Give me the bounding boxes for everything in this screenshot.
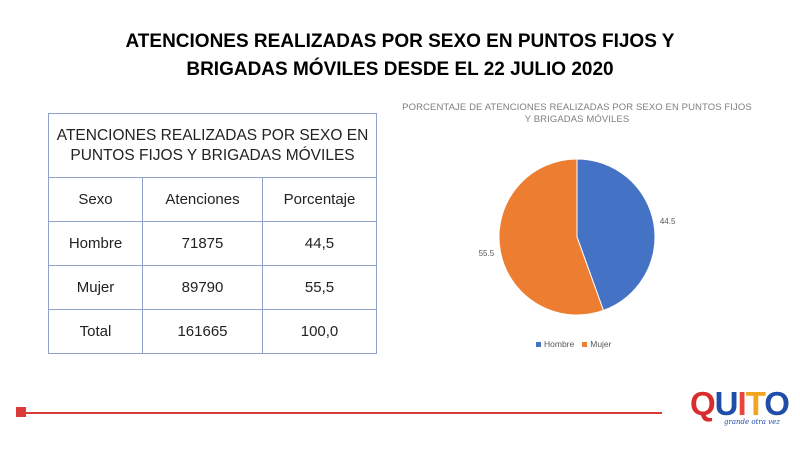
table-cell: 100,0 bbox=[261, 309, 378, 354]
table-cell: Mujer bbox=[48, 265, 143, 310]
table-header-cell: Sexo bbox=[48, 177, 143, 222]
data-label: 44.5 bbox=[660, 217, 676, 226]
chart-legend: Hombre Mujer bbox=[536, 339, 612, 349]
table-cell: Hombre bbox=[48, 221, 143, 266]
data-table: ATENCIONES REALIZADAS POR SEXO EN PUNTOS… bbox=[47, 113, 378, 354]
data-label: 55.5 bbox=[479, 249, 495, 258]
quito-logo: QUITO grande otra vez bbox=[690, 385, 790, 436]
table-cell: Total bbox=[48, 309, 143, 354]
footer-accent-square bbox=[16, 407, 26, 417]
pie-slice-mujer bbox=[498, 158, 605, 316]
table-cell: 161665 bbox=[142, 309, 263, 354]
legend-label: Mujer bbox=[590, 339, 612, 349]
footer-divider bbox=[22, 412, 662, 414]
legend-swatch bbox=[536, 341, 541, 347]
logo-tagline: grande otra vez bbox=[724, 418, 780, 426]
slide-title: ATENCIONES REALIZADAS POR SEXO EN PUNTOS… bbox=[80, 28, 720, 84]
table-caption: ATENCIONES REALIZADAS POR SEXO EN PUNTOS… bbox=[47, 113, 378, 178]
legend-item-hombre: Hombre bbox=[536, 339, 574, 349]
logo-wordmark: QUITO bbox=[690, 385, 790, 422]
table-row: Mujer 89790 55,5 bbox=[48, 265, 378, 310]
table-cell: 44,5 bbox=[261, 221, 378, 266]
pie-slice-hombre bbox=[576, 158, 656, 312]
table-row: Hombre 71875 44,5 bbox=[48, 221, 378, 266]
table-header-row: Sexo Atenciones Porcentaje bbox=[48, 177, 378, 222]
table-cell: 55,5 bbox=[261, 265, 378, 310]
table-row: Total 161665 100,0 bbox=[48, 309, 378, 354]
slide-title-line-1: ATENCIONES REALIZADAS POR SEXO EN PUNTOS… bbox=[125, 31, 675, 52]
table-cell: 89790 bbox=[142, 265, 263, 310]
legend-swatch bbox=[582, 341, 588, 347]
table-cell: 71875 bbox=[142, 221, 263, 266]
legend-label: Hombre bbox=[544, 339, 575, 349]
pie-chart-plot: 44.5 55.5 bbox=[479, 158, 676, 316]
chart-title: PORCENTAJE DE ATENCIONES REALIZADAS POR … bbox=[402, 102, 752, 125]
slide-title-line-2: BRIGADAS MÓVILES DESDE EL 22 JULIO 2020 bbox=[186, 59, 614, 80]
table-header-cell: Porcentaje bbox=[261, 177, 378, 222]
legend-item-mujer: Mujer bbox=[582, 339, 612, 349]
pie-chart: PORCENTAJE DE ATENCIONES REALIZADAS POR … bbox=[400, 96, 790, 366]
table-header-cell: Atenciones bbox=[142, 177, 263, 222]
